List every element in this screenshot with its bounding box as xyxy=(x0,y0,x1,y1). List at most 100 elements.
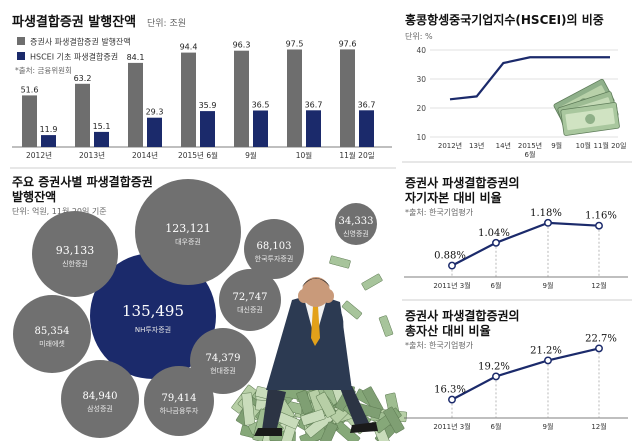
suit-body xyxy=(266,296,352,390)
bubble-value: 79,414 xyxy=(162,393,197,404)
bubbles-title-line-1: 주요 증권사별 파생결합증권 xyxy=(12,174,153,189)
legend-swatch-navy xyxy=(17,52,25,60)
balance-unit: 단위: 조원 xyxy=(147,18,186,29)
bar-label-1-4: 36.5 xyxy=(252,101,270,110)
flying-banknote xyxy=(329,255,351,269)
banknotes-illustration xyxy=(553,78,620,136)
data-point xyxy=(595,344,603,353)
x-tick-label: 9월 xyxy=(543,281,554,290)
assets-series: 16.3% 2011년 3월 19.2% 6월 21.2% 9월 22.7% 12월 xyxy=(433,333,617,431)
bar-hscei-1 xyxy=(94,131,109,147)
bar-total-2 xyxy=(128,62,143,147)
bubble-value: 123,121 xyxy=(165,222,211,235)
bubbles-title-line-2: 발행잔액 xyxy=(12,189,56,204)
bubble-value: 93,133 xyxy=(56,244,95,257)
x-tick-label: 10월 xyxy=(296,150,313,160)
bubble-8 xyxy=(244,219,304,279)
bubble-value: 68,103 xyxy=(257,241,292,252)
equity-series: 0.88% 2011년 3월 1.04% 6월 1.18% 9월 1.16% 12월 xyxy=(433,208,617,290)
bar-label-0-2: 84.1 xyxy=(127,53,145,62)
bubble-name: 대신증권 xyxy=(237,305,263,314)
data-point xyxy=(492,372,500,381)
bar-label-1-0: 11.9 xyxy=(40,125,58,134)
legend-label-series-1: 증권사 파생결합증권 발행잔액 xyxy=(30,37,131,47)
x-tick-label: 6월 xyxy=(491,422,502,431)
bar-total-5 xyxy=(287,49,302,147)
bubble-name: 신한증권 xyxy=(62,259,88,268)
x-tick-label: 13년 xyxy=(469,141,484,150)
x-tick-label: 2012년 xyxy=(26,150,52,160)
bubble-name: NH투자증권 xyxy=(135,325,171,334)
bubble-name: 삼성증권 xyxy=(87,404,113,413)
x-tick-label: 10월 xyxy=(576,141,591,150)
hscei-unit: 단위: % xyxy=(405,31,433,41)
x-tick-label: 2014년 xyxy=(132,150,158,160)
banknote xyxy=(296,390,314,415)
asset-ratio-chart: 증권사 파생결합증권의 총자산 대비 비율 *출처: 한국기업평가 16.3% 2… xyxy=(404,308,628,431)
bar-hscei-2 xyxy=(147,117,162,147)
x-tick-label: 11월 20일 xyxy=(594,141,627,150)
bar-label-1-3: 35.9 xyxy=(199,101,217,110)
equity-source: *출처: 한국기업평가 xyxy=(405,207,474,217)
bar-total-1 xyxy=(75,83,90,147)
banknote xyxy=(315,391,336,418)
data-point xyxy=(544,356,552,365)
bubbles-group: 135,495 NH투자증권 123,121 대우증권 93,133 신한증권 85,354… xyxy=(13,179,377,438)
equity-title-line-2: 자기자본 대비 비율 xyxy=(405,190,502,205)
bar-label-0-1: 63.2 xyxy=(74,74,92,83)
x-tick-label: 2015년 6월 xyxy=(178,150,218,160)
x-tick-label: 6월 xyxy=(525,150,536,159)
ratio-line xyxy=(451,347,600,401)
bubble-name: 미래에셋 xyxy=(39,339,65,348)
bar-hscei-3 xyxy=(200,111,215,147)
right-column-background xyxy=(396,2,638,439)
data-point xyxy=(448,395,456,404)
bubble-2 xyxy=(32,211,118,297)
bubble-3 xyxy=(13,295,91,373)
tie xyxy=(311,306,320,346)
data-label: 1.04% xyxy=(478,228,510,239)
bubble-name: 하나금융투자 xyxy=(160,406,199,415)
banknote xyxy=(383,406,405,434)
bar-hscei-0 xyxy=(41,135,56,147)
bubble-name: 대우증권 xyxy=(175,238,201,246)
x-tick-label: 2012년 xyxy=(438,141,462,150)
bar-hscei-4 xyxy=(253,110,268,147)
bubble-name: 한국투자증권 xyxy=(255,254,294,263)
assets-source: *출처: 한국기업평가 xyxy=(405,340,474,350)
bar-label-0-0: 51.6 xyxy=(21,85,39,94)
bubble-value: 72,747 xyxy=(233,292,268,303)
bubble-1 xyxy=(135,179,241,285)
bubble-9 xyxy=(335,203,377,245)
data-label: 1.18% xyxy=(530,208,562,219)
hscei-title: 홍콩항셍중국기업지수(HSCEI)의 비중 xyxy=(405,12,604,27)
banknote xyxy=(316,421,338,441)
hscei-line-chart: 홍콩항셍중국기업지수(HSCEI)의 비중 단위: % 10 20 30 40 201… xyxy=(405,12,626,159)
data-point xyxy=(492,238,500,247)
bar-total-0 xyxy=(22,95,37,147)
bubble-4 xyxy=(61,360,139,438)
balance-bar-chart: 파생결합증권 발행잔액 단위: 조원 증권사 파생결합증권 발행잔액 HSCEI… xyxy=(12,14,392,160)
bar-total-6 xyxy=(340,49,355,147)
balance-title: 파생결합증권 발행잔액 xyxy=(12,14,136,30)
y-tick-label: 10 xyxy=(416,133,426,142)
bar-label-0-6: 97.6 xyxy=(339,39,357,48)
equity-title-line-1: 증권사 파생결합증권의 xyxy=(405,175,520,190)
x-tick-label: 2013년 xyxy=(79,150,105,160)
x-tick-label: 9월 xyxy=(245,150,257,160)
equity-ratio-chart: 증권사 파생결합증권의 자기자본 대비 비율 *출처: 한국기업평가 0.88%… xyxy=(404,175,628,290)
bar-total-3 xyxy=(181,52,196,147)
bar-hscei-6 xyxy=(359,110,374,147)
legend-swatch-gray xyxy=(17,37,25,45)
bubble-value: 34,333 xyxy=(339,216,374,227)
x-tick-label: 11월 20일 xyxy=(339,150,374,160)
data-label: 19.2% xyxy=(478,361,510,372)
x-tick-label: 6월 xyxy=(491,281,502,290)
ratio-line xyxy=(451,221,600,267)
x-tick-label: 9월 xyxy=(543,422,554,431)
bubble-name: 현대증권 xyxy=(210,367,236,375)
data-label: 16.3% xyxy=(434,385,466,396)
flying-banknote xyxy=(378,315,394,337)
